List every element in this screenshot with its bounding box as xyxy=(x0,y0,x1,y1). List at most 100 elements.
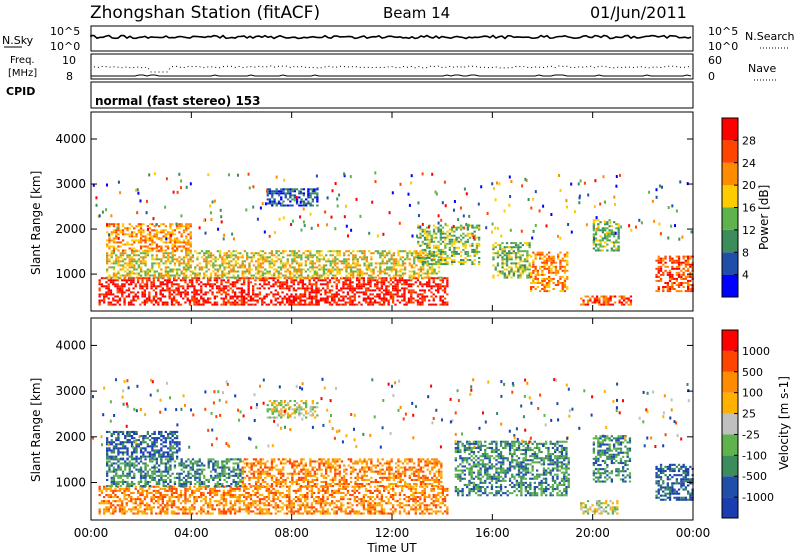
heatmap-cell xyxy=(112,231,116,234)
heatmap-cell xyxy=(344,287,347,290)
heatmap-cell xyxy=(118,291,122,294)
heatmap-cell xyxy=(355,496,359,499)
heatmap-cell xyxy=(169,237,172,240)
heatmap-cell xyxy=(98,279,101,282)
heatmap-cell xyxy=(428,263,431,266)
heatmap-cell xyxy=(322,498,325,501)
heatmap-cell xyxy=(462,232,465,235)
heatmap-cell xyxy=(177,512,180,515)
heatmap-cell xyxy=(329,270,332,273)
heatmap-cell xyxy=(230,252,233,255)
heatmap-cell xyxy=(290,293,293,296)
heatmap-cell xyxy=(597,227,600,230)
heatmap-cell xyxy=(675,279,678,282)
heatmap-cell xyxy=(333,489,336,492)
heatmap-cell xyxy=(279,500,282,503)
heatmap-cell xyxy=(383,301,386,304)
heatmap-cell xyxy=(392,274,396,277)
heatmap-cell xyxy=(144,249,147,252)
heatmap-cell xyxy=(292,279,295,282)
heatmap-cell xyxy=(364,301,368,304)
heatmap-cell xyxy=(234,256,237,259)
heatmap-cell xyxy=(345,224,348,228)
heatmap-cell xyxy=(662,286,665,288)
heatmap-cell xyxy=(238,500,241,503)
heatmap-cell xyxy=(335,303,338,306)
heatmap-cell xyxy=(256,217,259,221)
heatmap-cell xyxy=(184,279,187,282)
heatmap-cell xyxy=(114,510,117,513)
colorbar-swatch xyxy=(722,118,738,141)
heatmap-cell xyxy=(187,233,190,236)
heatmap-cell xyxy=(441,279,444,282)
heatmap-cell xyxy=(268,190,272,193)
heatmap-cell xyxy=(399,182,402,186)
freq-right-tick-bottom: 0 xyxy=(708,70,715,83)
heatmap-cell xyxy=(261,510,264,513)
heatmap-cell xyxy=(234,504,237,507)
heatmap-cell xyxy=(305,202,308,205)
heatmap-cell xyxy=(369,279,372,282)
heatmap-cell xyxy=(505,246,509,249)
heatmap-cell xyxy=(437,252,440,255)
heatmap-cell xyxy=(249,494,253,497)
heatmap-cell xyxy=(175,496,178,499)
heatmap-cell xyxy=(98,287,101,290)
heatmap-cell xyxy=(324,289,327,292)
heatmap-cell xyxy=(309,260,312,263)
heatmap-cell xyxy=(283,295,286,298)
heatmap-cell xyxy=(249,297,253,300)
heatmap-cell xyxy=(245,496,248,499)
heatmap-cell xyxy=(274,506,277,509)
heatmap-cell xyxy=(243,272,247,275)
heatmap-cell xyxy=(153,270,156,273)
heatmap-cell xyxy=(197,301,201,304)
heatmap-cell xyxy=(128,262,131,265)
heatmap-cell xyxy=(161,487,164,490)
heatmap-cell xyxy=(178,245,181,248)
heatmap-cell xyxy=(158,276,161,279)
heatmap-cell xyxy=(441,259,445,261)
heatmap-cell xyxy=(472,236,475,240)
heatmap-cell xyxy=(353,496,356,499)
heatmap-cell xyxy=(125,510,128,513)
heatmap-cell xyxy=(123,489,126,492)
heatmap-cell xyxy=(139,237,143,240)
heatmap-cell xyxy=(229,500,232,503)
heatmap-cell xyxy=(155,250,158,253)
heatmap-cell xyxy=(304,508,307,511)
heatmap-cell xyxy=(212,262,215,265)
heatmap-cell xyxy=(164,301,167,304)
heatmap-cell xyxy=(283,494,286,497)
colorbar-swatch xyxy=(722,140,738,163)
heatmap-cell xyxy=(550,277,553,280)
heatmap-cell xyxy=(557,282,560,284)
heatmap-cell xyxy=(146,237,149,240)
heatmap-cell xyxy=(328,502,332,505)
heatmap-cell xyxy=(326,487,329,490)
heatmap-cell xyxy=(519,264,522,267)
heatmap-cell xyxy=(200,508,203,511)
heatmap-cell xyxy=(657,267,660,270)
heatmap-cell xyxy=(677,273,681,276)
heatmap-cell xyxy=(594,231,598,234)
heatmap-cell xyxy=(105,508,108,511)
heatmap-cell xyxy=(523,250,527,253)
heatmap-cell xyxy=(173,276,177,279)
y-tick-label: 2000 xyxy=(55,222,86,236)
heatmap-cell xyxy=(292,510,295,513)
heatmap-cell xyxy=(167,233,170,236)
heatmap-cell xyxy=(360,498,363,501)
heatmap-cell xyxy=(216,258,219,261)
heatmap-cell xyxy=(405,279,408,282)
heatmap-cell xyxy=(403,281,406,284)
heatmap-cell xyxy=(386,272,389,275)
heatmap-cell xyxy=(295,272,298,275)
heatmap-cell xyxy=(218,489,221,492)
heatmap-cell xyxy=(258,512,262,515)
heatmap-cell xyxy=(200,494,203,497)
heatmap-cell xyxy=(267,487,271,490)
heatmap-cell xyxy=(419,301,422,304)
heatmap-cell xyxy=(444,259,447,261)
heatmap-cell xyxy=(478,228,481,231)
